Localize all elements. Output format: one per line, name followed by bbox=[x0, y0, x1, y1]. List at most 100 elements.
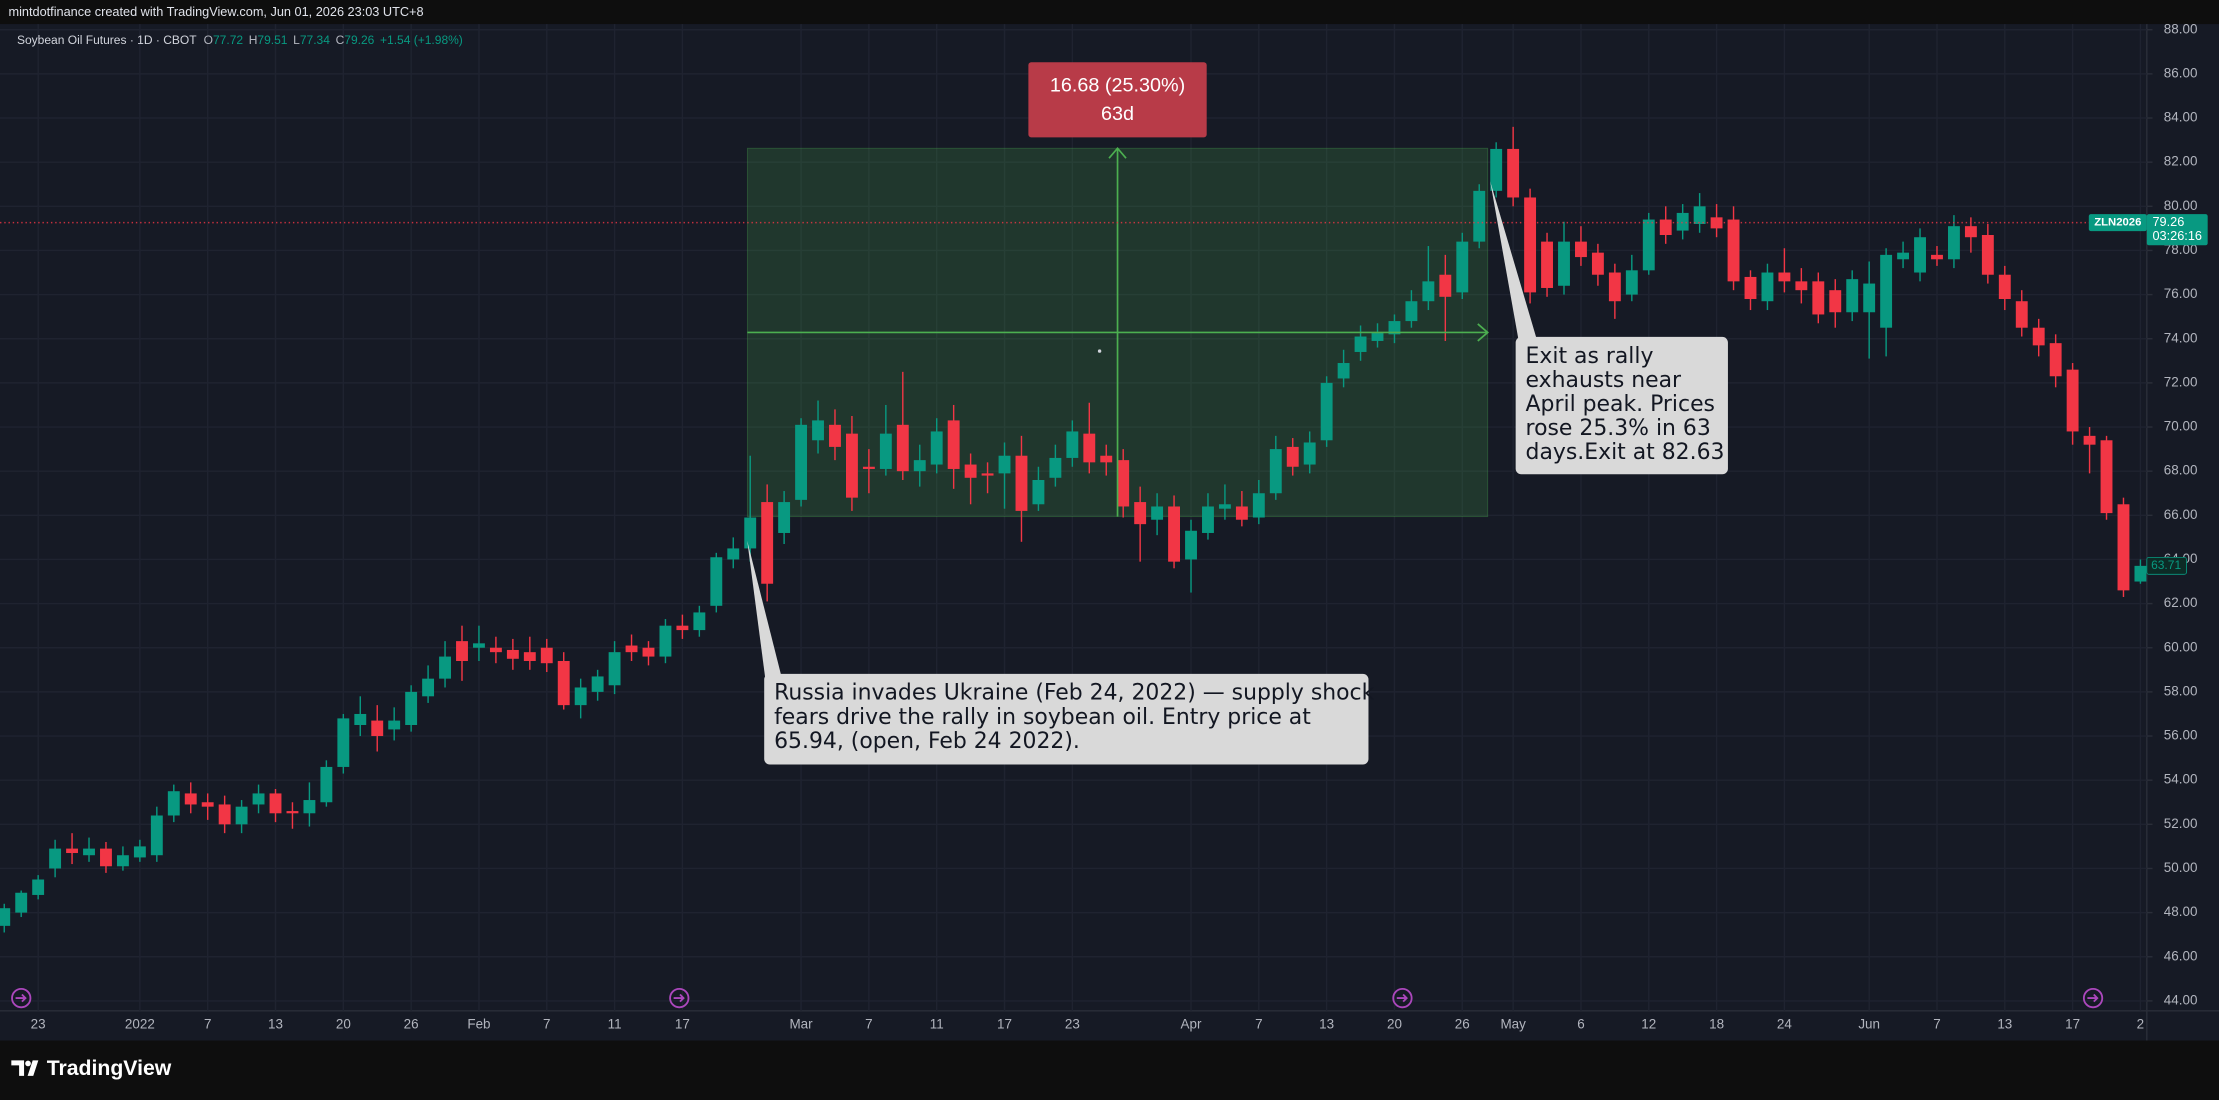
candle-body bbox=[439, 656, 451, 679]
candle-body bbox=[422, 678, 435, 697]
y-tick-label: 56.00 bbox=[2164, 728, 2198, 743]
measure-label-box bbox=[1028, 62, 1207, 138]
candle-body bbox=[1846, 279, 1859, 313]
x-tick-label: 24 bbox=[1777, 1017, 1792, 1032]
candle-body bbox=[303, 800, 316, 814]
legend-key: L bbox=[293, 33, 300, 47]
candle-body bbox=[1202, 506, 1214, 533]
candle-body bbox=[845, 433, 858, 498]
x-tick-label: 7 bbox=[1255, 1017, 1262, 1032]
x-tick-label: 17 bbox=[997, 1017, 1012, 1032]
candle-body bbox=[879, 433, 892, 469]
countdown: 03:26:16 bbox=[2152, 228, 2202, 243]
candle-body bbox=[1015, 455, 1028, 511]
candle-body bbox=[1388, 321, 1401, 335]
price-tag-box bbox=[2146, 214, 2208, 246]
callout-text: 65.94, (open, Feb 24 2022). bbox=[774, 729, 1080, 754]
candle-body bbox=[1947, 226, 1960, 260]
x-tick-label: 13 bbox=[1319, 1017, 1334, 1032]
candle-body bbox=[473, 643, 485, 648]
x-tick-label: 18 bbox=[1709, 1017, 1724, 1032]
candle-body bbox=[184, 793, 197, 805]
candle-body bbox=[1608, 272, 1621, 302]
candle-body bbox=[2015, 301, 2028, 328]
y-tick-label: 78.00 bbox=[2164, 242, 2198, 257]
candle-body bbox=[456, 641, 468, 661]
candle-body bbox=[66, 848, 79, 854]
candle-body bbox=[2066, 369, 2079, 432]
candle-body bbox=[1354, 336, 1367, 352]
x-tick-label: Mar bbox=[790, 1017, 814, 1032]
candle-body bbox=[1100, 455, 1113, 463]
candle-body bbox=[83, 848, 95, 856]
last-price-box bbox=[2146, 556, 2187, 575]
callout-pointer bbox=[1490, 181, 1537, 340]
symbol-tag: ZLN2026 bbox=[2094, 217, 2141, 229]
event-icon[interactable] bbox=[669, 987, 690, 1009]
candle-body bbox=[1083, 433, 1096, 463]
candle-body bbox=[642, 647, 655, 657]
candle-body bbox=[269, 793, 282, 814]
x-tick-label: 20 bbox=[1387, 1017, 1402, 1032]
candle-body bbox=[218, 804, 231, 825]
candle-body bbox=[676, 625, 689, 631]
candle-body bbox=[405, 691, 418, 725]
x-tick-label: 11 bbox=[930, 1017, 944, 1032]
candle-body bbox=[1558, 241, 1570, 286]
y-tick-label: 46.00 bbox=[2164, 948, 2198, 963]
candle-body bbox=[557, 660, 570, 706]
x-tick-label: Feb bbox=[467, 1017, 490, 1032]
event-icon[interactable] bbox=[11, 987, 32, 1009]
brand-logo-dot bbox=[25, 1060, 31, 1067]
candle-body bbox=[1320, 382, 1333, 441]
brand-name[interactable]: TradingView bbox=[47, 1057, 172, 1080]
candle-body bbox=[829, 424, 841, 447]
candle-body bbox=[1659, 219, 1672, 235]
callout-text: April peak. Prices bbox=[1526, 392, 1715, 417]
candle-body bbox=[1117, 460, 1130, 507]
x-tick-label: 17 bbox=[2065, 1017, 2080, 1032]
grid: 44.00 46.00 48.00 50.00 52.00 54.00 56.00 58.00… bbox=[0, 21, 2198, 1032]
candle-body bbox=[1371, 332, 1384, 341]
candle-body bbox=[1812, 281, 1825, 315]
callout-text: fears drive the rally in soybean oil. En… bbox=[774, 705, 1311, 730]
callout-box[interactable] bbox=[1515, 336, 1728, 475]
candle-body bbox=[795, 424, 808, 500]
candle-body bbox=[1507, 148, 1520, 198]
event-icon[interactable] bbox=[1392, 987, 1413, 1009]
x-tick-label: 7 bbox=[1933, 1017, 1940, 1032]
candle-body bbox=[1625, 270, 1638, 295]
x-tick-label: 7 bbox=[865, 1017, 872, 1032]
candle-body bbox=[1490, 148, 1503, 191]
candle-body bbox=[2117, 504, 2130, 591]
y-tick-label: 70.00 bbox=[2164, 419, 2198, 434]
measure-arrowhead bbox=[1477, 323, 1489, 342]
measure-arrowhead bbox=[1108, 146, 1127, 159]
callout-box[interactable] bbox=[764, 673, 1369, 765]
candle-body bbox=[1524, 197, 1537, 293]
brand-logo[interactable] bbox=[11, 1060, 39, 1076]
x-tick-label: 13 bbox=[1997, 1017, 2012, 1032]
legend-value: 77.34 bbox=[300, 33, 330, 47]
y-tick-label: 58.00 bbox=[2164, 683, 2198, 698]
legend-value: 79.26 bbox=[344, 33, 374, 47]
candle-body bbox=[778, 502, 791, 533]
candle-body bbox=[896, 424, 909, 472]
candle-body bbox=[1727, 219, 1740, 282]
candle-body bbox=[1168, 506, 1181, 562]
candle-body bbox=[1473, 190, 1486, 242]
candle-body bbox=[133, 846, 146, 858]
candle-body bbox=[2100, 440, 2113, 514]
y-tick-label: 80.00 bbox=[2164, 198, 2198, 213]
y-tick-label: 48.00 bbox=[2164, 904, 2198, 919]
candle-body bbox=[1032, 480, 1045, 505]
event-icon[interactable] bbox=[2082, 987, 2104, 1009]
legend-key: H bbox=[249, 33, 258, 47]
candle-body bbox=[1642, 219, 1655, 271]
legend: Soybean Oil Futures · 1D · CBOT O77.72 H79… bbox=[17, 33, 463, 47]
candle-body bbox=[320, 766, 333, 803]
candle-body bbox=[1761, 272, 1774, 302]
candle-body bbox=[1693, 206, 1706, 224]
